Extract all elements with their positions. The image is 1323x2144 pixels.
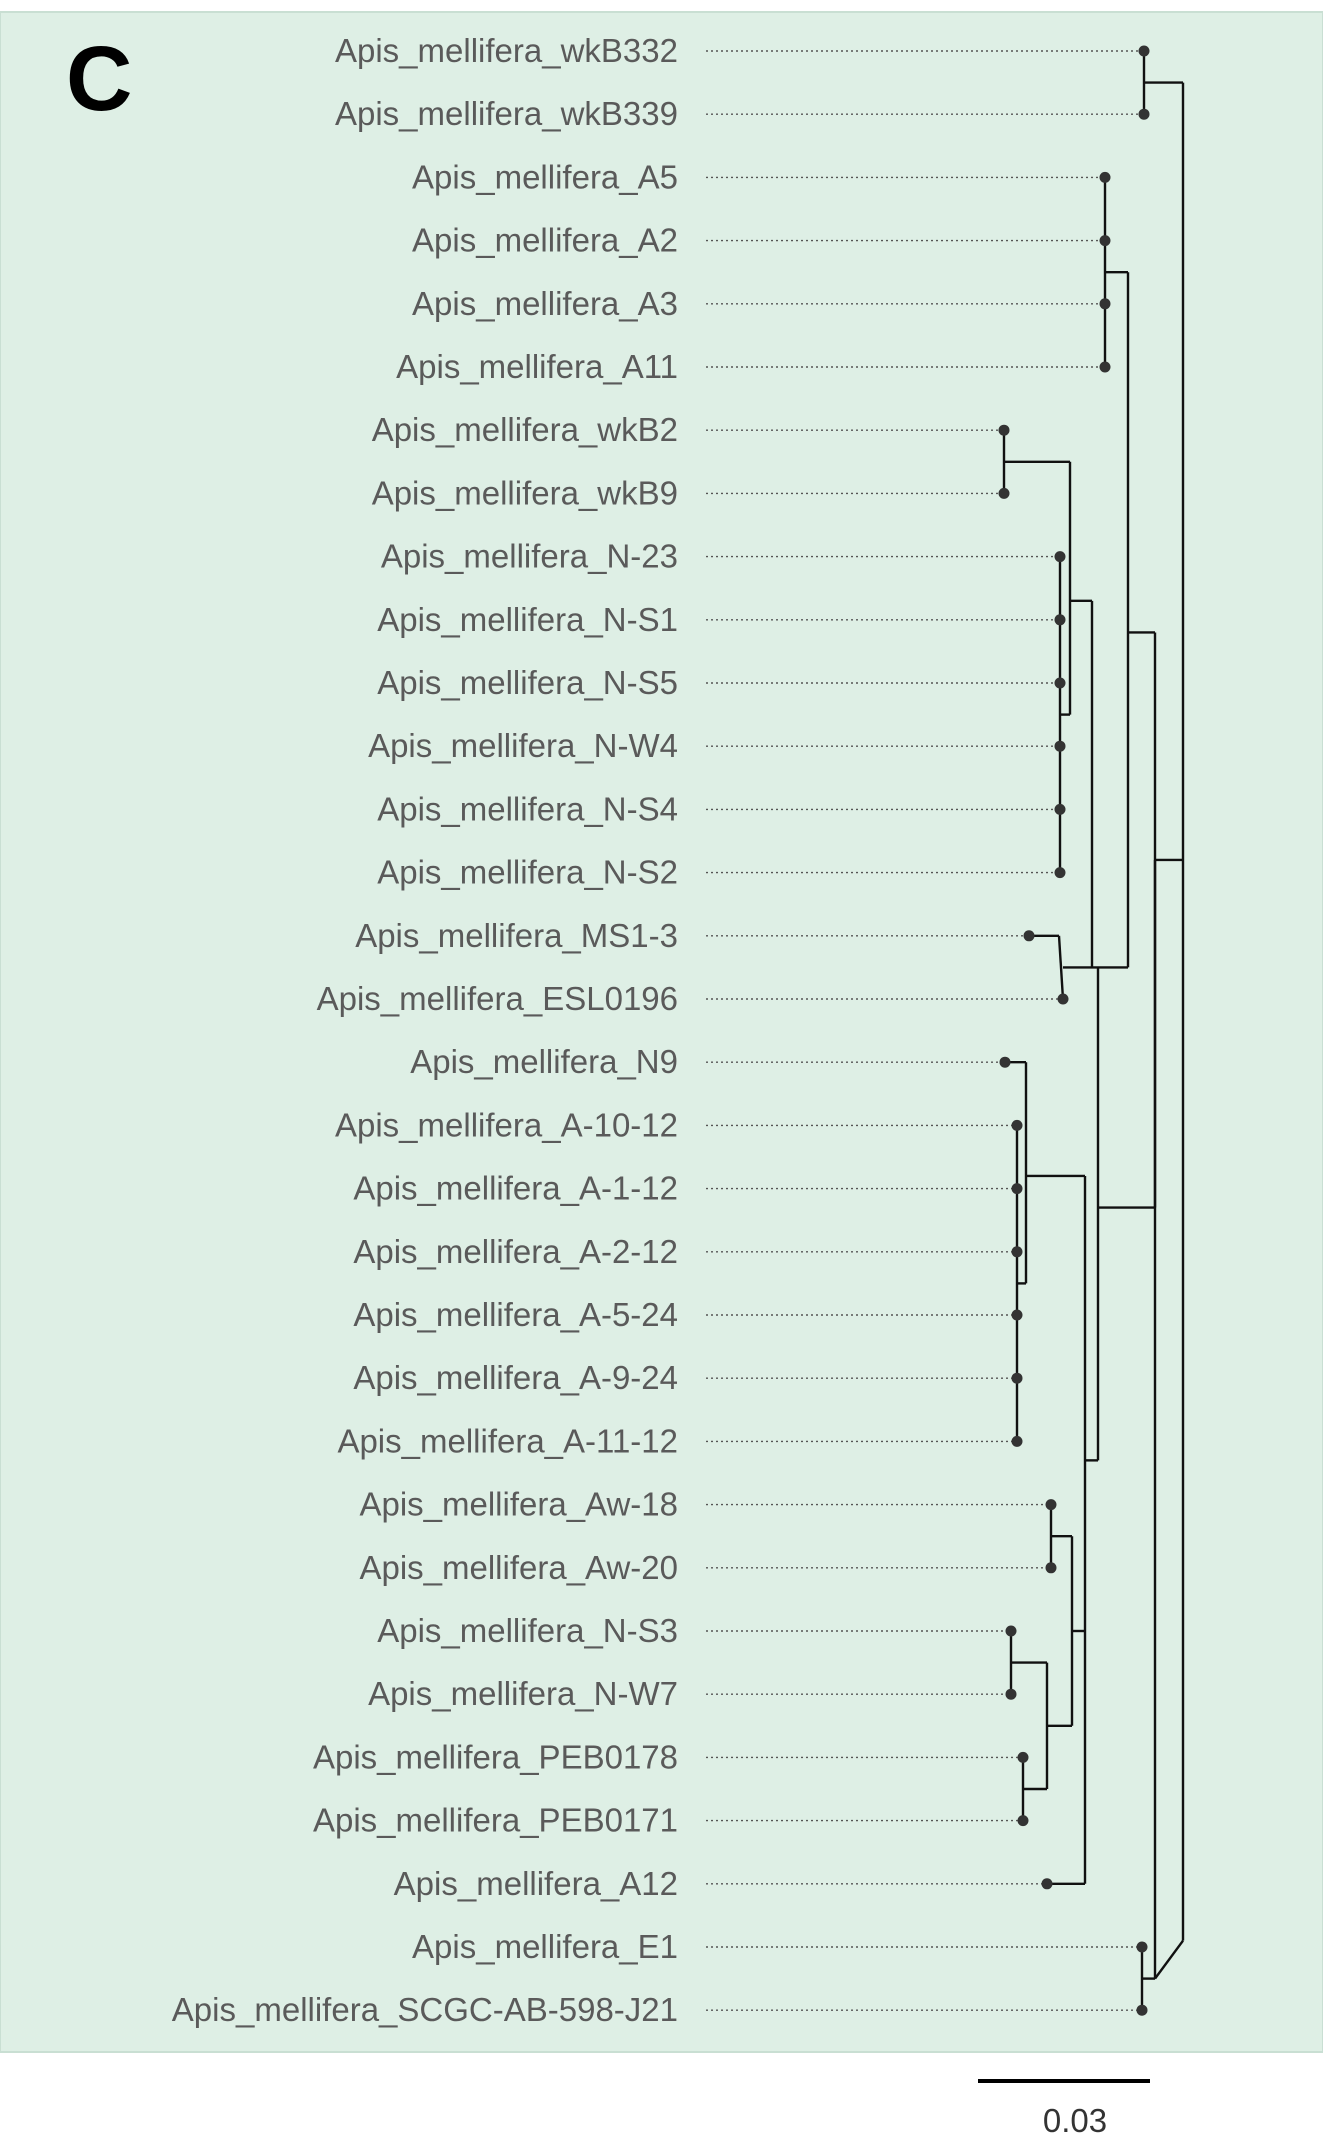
tip-dot bbox=[998, 487, 1010, 499]
tip-dot bbox=[999, 1056, 1011, 1068]
tip-dot bbox=[1011, 1372, 1023, 1384]
leaf-label: Apis_mellifera_N-S1 bbox=[377, 601, 678, 638]
tip-dot bbox=[1099, 171, 1111, 183]
scale-bar-label: 0.03 bbox=[1043, 2102, 1107, 2139]
tip-dot bbox=[1045, 1562, 1057, 1574]
panel-letter: C bbox=[66, 28, 132, 130]
tip-dot bbox=[1011, 1309, 1023, 1321]
leaf-label: Apis_mellifera_wkB9 bbox=[372, 474, 678, 511]
tip-dot bbox=[1041, 1878, 1053, 1890]
leaf-label: Apis_mellifera_A12 bbox=[394, 1865, 678, 1902]
leaf-label: Apis_mellifera_N-S5 bbox=[377, 664, 678, 701]
tip-dot bbox=[1099, 298, 1111, 310]
scale-bar: 0.03 bbox=[978, 2079, 1150, 2139]
leaf-label: Apis_mellifera_ESL0196 bbox=[317, 980, 678, 1017]
tree-branches bbox=[1002, 51, 1185, 2011]
leaf-label: Apis_mellifera_A-2-12 bbox=[353, 1233, 678, 1270]
leaf-label: Apis_mellifera_MS1-3 bbox=[355, 917, 678, 954]
tip-dot bbox=[1017, 1815, 1029, 1827]
tip-dot bbox=[1045, 1499, 1057, 1511]
tip-dot bbox=[1099, 361, 1111, 373]
leaf-label: Apis_mellifera_A-9-24 bbox=[353, 1359, 678, 1396]
tip-dot bbox=[1057, 993, 1069, 1005]
leaf-label: Apis_mellifera_Aw-20 bbox=[359, 1549, 678, 1586]
leaf-label: Apis_mellifera_A3 bbox=[412, 285, 678, 322]
leaf-label: Apis_mellifera_A2 bbox=[412, 222, 678, 259]
leaf-label: Apis_mellifera_E1 bbox=[412, 1928, 678, 1965]
leaf-label: Apis_mellifera_N-S3 bbox=[377, 1612, 678, 1649]
tip-markers bbox=[998, 45, 1150, 2016]
tip-dot bbox=[1054, 677, 1066, 689]
tip-dot bbox=[1136, 2004, 1148, 2016]
leaf-label: Apis_mellifera_wkB332 bbox=[335, 32, 678, 69]
tip-dot bbox=[1011, 1246, 1023, 1258]
leaf-label: Apis_mellifera_N-W7 bbox=[368, 1675, 678, 1712]
leaf-label: Apis_mellifera_A-1-12 bbox=[353, 1170, 678, 1207]
tip-dot bbox=[1054, 803, 1066, 815]
leaf-label: Apis_mellifera_wkB339 bbox=[335, 95, 678, 132]
tip-dot bbox=[1099, 235, 1111, 247]
leaf-label: Apis_mellifera_N-S4 bbox=[377, 790, 678, 827]
tip-dot bbox=[1054, 614, 1066, 626]
leaf-label: Apis_mellifera_PEB0178 bbox=[313, 1738, 678, 1775]
tip-dot bbox=[1023, 930, 1035, 942]
leaf-label: Apis_mellifera_SCGC-AB-598-J21 bbox=[172, 1991, 678, 2028]
tip-dot bbox=[1017, 1751, 1029, 1763]
leaf-label: Apis_mellifera_N9 bbox=[410, 1043, 678, 1080]
tip-dot bbox=[1054, 867, 1066, 879]
leaf-label: Apis_mellifera_A11 bbox=[396, 348, 678, 385]
leaf-label: Apis_mellifera_Aw-18 bbox=[359, 1486, 678, 1523]
leaf-labels: Apis_mellifera_wkB332 Apis_mellifera_wkB3… bbox=[172, 32, 678, 2028]
panel-background bbox=[0, 11, 1323, 2053]
tree-branch bbox=[1154, 1939, 1184, 1980]
tip-dot bbox=[1005, 1625, 1017, 1637]
tip-dot bbox=[1138, 108, 1150, 120]
tip-dot bbox=[1054, 551, 1066, 563]
tip-dot bbox=[1138, 45, 1150, 57]
leaf-label: Apis_mellifera_wkB2 bbox=[372, 411, 678, 448]
leaf-label: Apis_mellifera_A-5-24 bbox=[353, 1296, 678, 1333]
leaf-label: Apis_mellifera_A-11-12 bbox=[337, 1422, 678, 1459]
leaf-label: Apis_mellifera_PEB0171 bbox=[313, 1802, 678, 1839]
leaf-label: Apis_mellifera_A-10-12 bbox=[335, 1106, 678, 1143]
dotted-guides bbox=[706, 50, 1144, 2011]
tip-dot bbox=[1136, 1941, 1148, 1953]
tip-dot bbox=[1011, 1435, 1023, 1447]
tip-dot bbox=[1054, 740, 1066, 752]
tip-dot bbox=[1011, 1183, 1023, 1195]
tree-branch bbox=[1057, 935, 1065, 1000]
leaf-label: Apis_mellifera_N-W4 bbox=[368, 727, 678, 764]
tip-dot bbox=[1005, 1688, 1017, 1700]
leaf-label: Apis_mellifera_N-23 bbox=[381, 538, 678, 575]
tip-dot bbox=[1011, 1119, 1023, 1131]
leaf-label: Apis_mellifera_A5 bbox=[412, 158, 678, 195]
leaf-label: Apis_mellifera_N-S2 bbox=[377, 854, 678, 891]
tip-dot bbox=[998, 424, 1010, 436]
